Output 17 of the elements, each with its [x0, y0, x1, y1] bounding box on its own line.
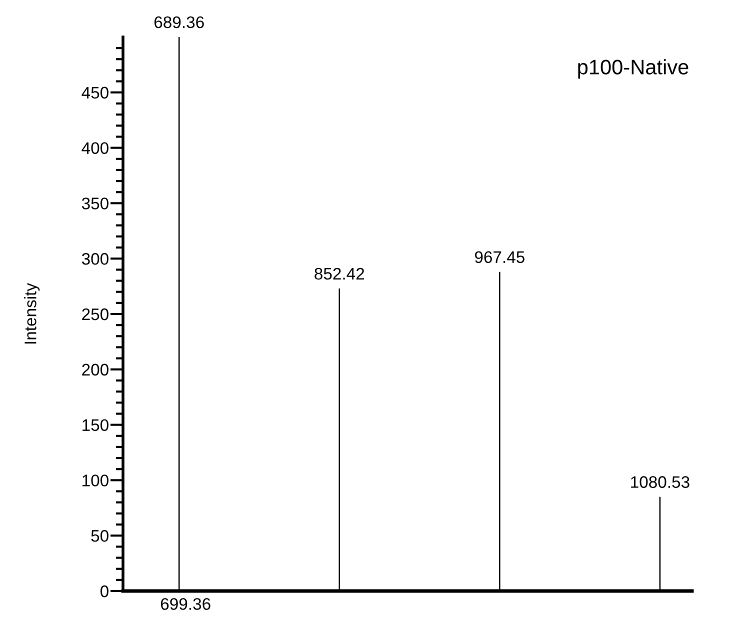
text: 699.36 — [160, 598, 210, 610]
y-tick-label: 50 — [91, 530, 108, 542]
y-tick-label: 300 — [82, 253, 108, 265]
y-tick-label: 150 — [82, 419, 108, 432]
y-tick-label: 100 — [82, 474, 108, 486]
y-tick-label: 450 — [82, 86, 108, 99]
annotation: 852.42 — [314, 268, 364, 280]
annotation: p100-Native — [578, 59, 688, 79]
y-tick-label: 350 — [82, 198, 108, 210]
y-tick-label: 400 — [82, 142, 108, 154]
y-axis-title: Intensity — [24, 282, 40, 344]
y-tick-label: 0 — [100, 585, 108, 598]
y-tick-label: 200 — [82, 364, 108, 376]
y-tick-label: 250 — [82, 308, 108, 320]
annotation: 689.36 — [154, 16, 204, 28]
annotation: 967.45 — [474, 251, 524, 264]
annotation: 1080.53 — [631, 476, 690, 488]
